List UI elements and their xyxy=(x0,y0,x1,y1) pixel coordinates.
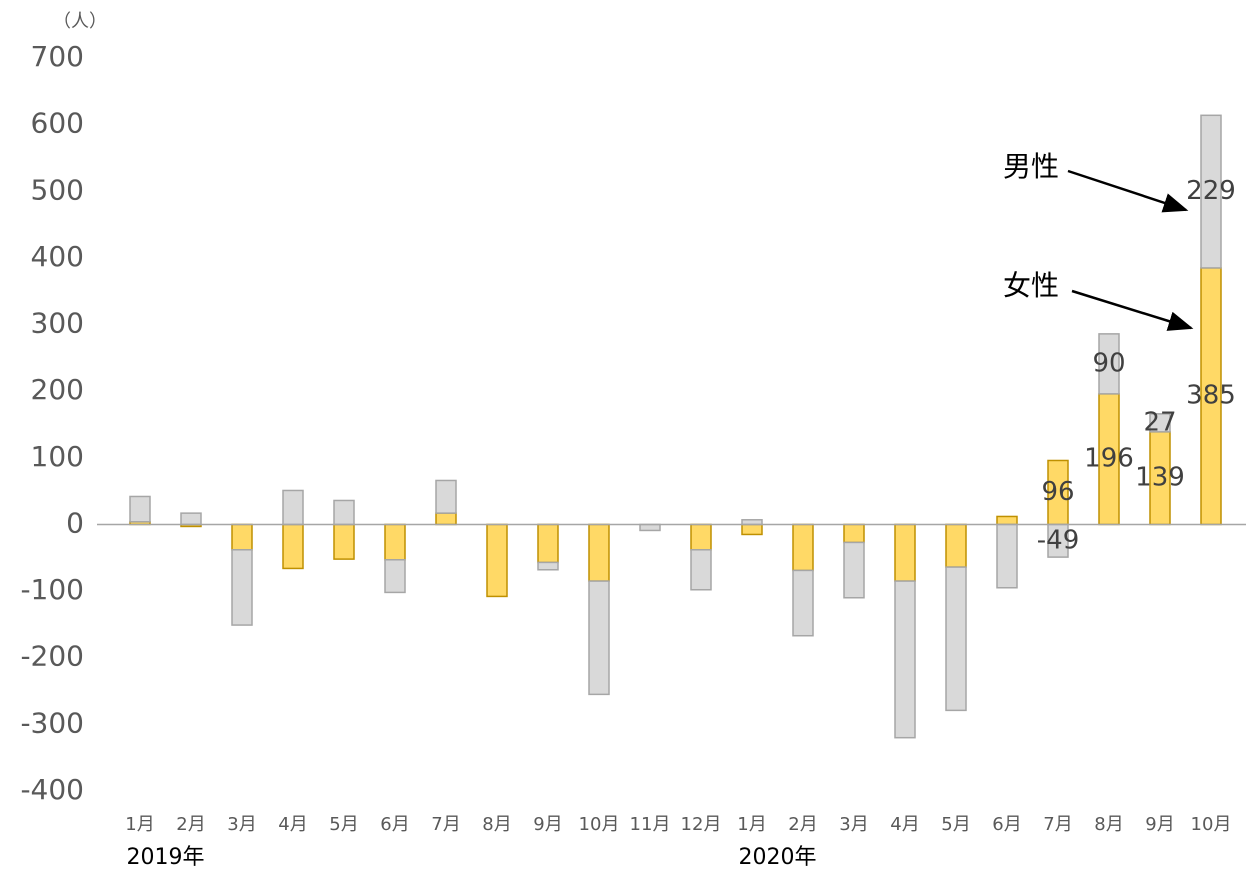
bar xyxy=(537,523,559,564)
bar xyxy=(588,523,610,582)
x-tick-label: 6月 xyxy=(992,814,1021,835)
bar xyxy=(282,489,304,526)
bar xyxy=(792,569,814,637)
x-tick-label: 1月 xyxy=(737,814,766,835)
y-tick-label: 700 xyxy=(31,40,84,73)
y-tick-label: -300 xyxy=(20,706,84,739)
annotation-female: 女性 xyxy=(1003,269,1059,302)
bar xyxy=(741,523,763,536)
annotation-male: 男性 xyxy=(1003,150,1059,183)
data-label: 27 xyxy=(1143,407,1176,437)
bar xyxy=(843,541,865,599)
y-tick-label: 500 xyxy=(31,173,84,206)
x-tick-label: 11月 xyxy=(630,814,671,835)
bar xyxy=(180,512,202,526)
bar xyxy=(588,580,610,696)
bar xyxy=(231,523,253,551)
data-label: 139 xyxy=(1135,463,1185,493)
x-tick-label: 5月 xyxy=(941,814,970,835)
x-tick-label: 5月 xyxy=(329,814,358,835)
bar xyxy=(690,549,712,591)
bar xyxy=(231,549,253,626)
bar xyxy=(435,512,457,526)
data-label: 96 xyxy=(1041,477,1074,507)
bar xyxy=(129,495,151,523)
bar xyxy=(282,523,304,570)
y-tick-label: 0 xyxy=(66,506,84,539)
bar xyxy=(996,523,1018,589)
bar xyxy=(894,523,916,582)
bar xyxy=(537,561,559,571)
y-tick-label: 300 xyxy=(31,307,84,340)
x-tick-label: 2月 xyxy=(176,814,205,835)
x-tick-label: 7月 xyxy=(431,814,460,835)
data-label: -49 xyxy=(1037,525,1079,555)
bar xyxy=(945,523,967,568)
data-label: 90 xyxy=(1092,348,1125,378)
y-tick-label: 200 xyxy=(31,373,84,406)
x-group-label: 2019年 xyxy=(127,845,205,870)
x-tick-label: 2月 xyxy=(788,814,817,835)
x-tick-label: 8月 xyxy=(1094,814,1123,835)
bar xyxy=(792,523,814,572)
y-tick-label: 100 xyxy=(31,440,84,473)
bar xyxy=(435,479,457,514)
bar xyxy=(384,523,406,561)
bar xyxy=(333,523,355,560)
bar xyxy=(1098,333,1120,395)
bar xyxy=(333,499,355,526)
annotation-arrow xyxy=(1067,169,1189,213)
x-tick-label: 9月 xyxy=(1145,814,1174,835)
bar xyxy=(945,566,967,712)
y-tick-label: -100 xyxy=(20,573,84,606)
x-group-label: 2020年 xyxy=(739,845,817,870)
x-tick-label: 3月 xyxy=(227,814,256,835)
y-tick-label: -200 xyxy=(20,640,84,673)
data-label: 385 xyxy=(1186,381,1236,411)
x-tick-label: 12月 xyxy=(681,814,722,835)
x-tick-label: 7月 xyxy=(1043,814,1072,835)
bar xyxy=(843,523,865,544)
bar xyxy=(1149,413,1171,433)
x-tick-label: 9月 xyxy=(533,814,562,835)
data-label: 229 xyxy=(1186,176,1236,206)
x-tick-label: 4月 xyxy=(890,814,919,835)
bar xyxy=(639,523,661,532)
bar xyxy=(894,580,916,739)
unit-label: （人） xyxy=(53,11,107,32)
x-tick-label: 10月 xyxy=(579,814,620,835)
y-tick-label: -400 xyxy=(20,773,84,806)
y-tick-label: 400 xyxy=(31,240,84,273)
bar xyxy=(384,559,406,594)
annotation-arrow xyxy=(1071,289,1194,331)
x-tick-label: 8月 xyxy=(482,814,511,835)
bar xyxy=(690,523,712,551)
x-tick-label: 4月 xyxy=(278,814,307,835)
bar xyxy=(996,515,1018,526)
x-tick-label: 6月 xyxy=(380,814,409,835)
bar xyxy=(486,523,508,598)
data-label: 196 xyxy=(1084,444,1134,474)
y-tick-label: 600 xyxy=(31,107,84,140)
x-tick-label: 3月 xyxy=(839,814,868,835)
x-tick-label: 1月 xyxy=(125,814,154,835)
bar xyxy=(1200,114,1222,269)
x-tick-label: 10月 xyxy=(1191,814,1232,835)
